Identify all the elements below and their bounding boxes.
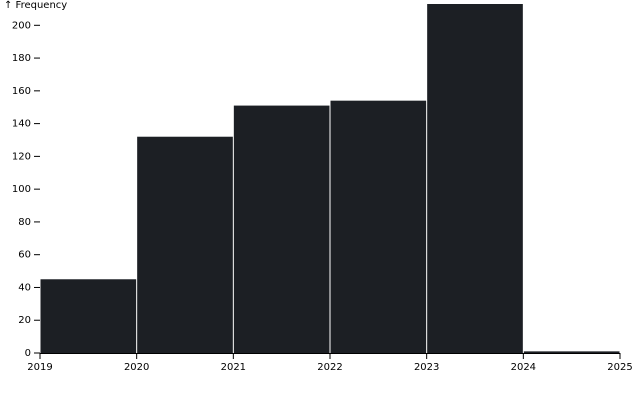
y-tick-label: 60 bbox=[18, 250, 31, 261]
x-tick-label: 2021 bbox=[221, 362, 246, 373]
y-tick-label: 0 bbox=[25, 348, 31, 359]
y-tick-label: 160 bbox=[12, 86, 31, 97]
bar bbox=[137, 136, 233, 353]
bar bbox=[523, 351, 620, 353]
y-tick-label: 200 bbox=[12, 20, 31, 31]
bar bbox=[427, 4, 523, 353]
x-tick-label: 2019 bbox=[27, 362, 52, 373]
x-tick-label: 2024 bbox=[511, 362, 536, 373]
y-tick-label: 140 bbox=[12, 119, 31, 130]
y-tick-label: 80 bbox=[18, 217, 31, 228]
y-tick-label: 120 bbox=[12, 151, 31, 162]
bar bbox=[330, 100, 427, 354]
x-tick-label: 2022 bbox=[317, 362, 342, 373]
y-tick-label: 20 bbox=[18, 315, 31, 326]
bar bbox=[233, 105, 330, 353]
y-tick-label: 180 bbox=[12, 53, 31, 64]
y-tick-label: 100 bbox=[12, 184, 31, 195]
bar bbox=[40, 279, 137, 353]
x-tick-label: 2023 bbox=[414, 362, 439, 373]
x-tick-label: 2020 bbox=[124, 362, 149, 373]
y-tick-label: 40 bbox=[18, 282, 31, 293]
x-tick-label: 2025 bbox=[607, 362, 632, 373]
y-axis-label: ↑ Frequency bbox=[4, 0, 67, 11]
